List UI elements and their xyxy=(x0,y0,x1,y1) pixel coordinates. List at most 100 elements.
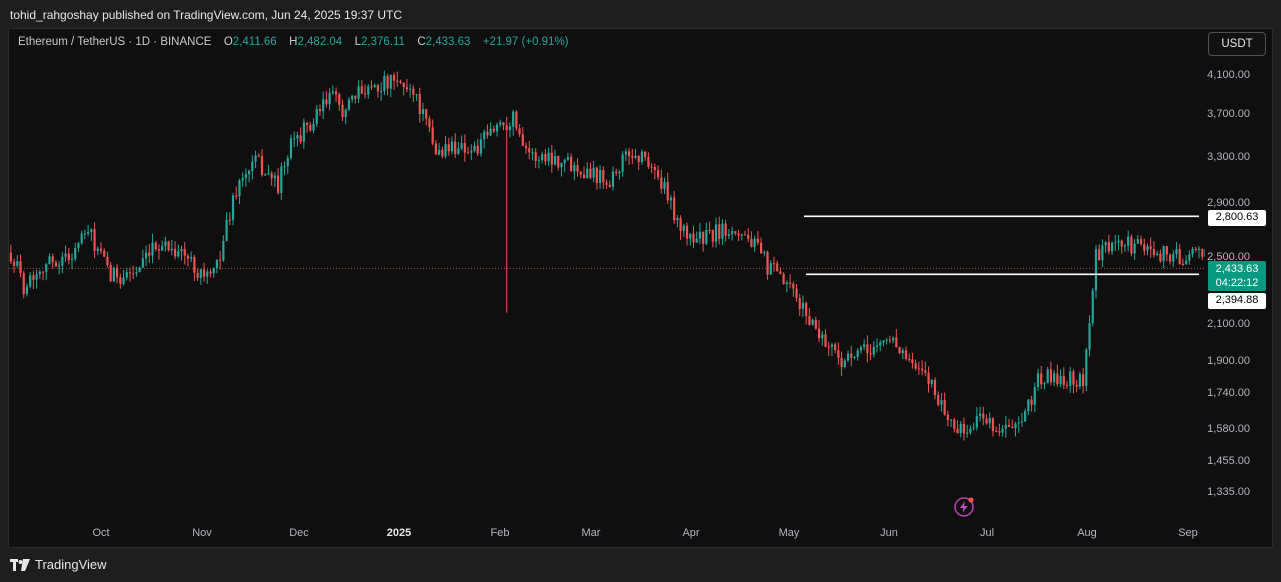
candle-body xyxy=(1107,242,1110,252)
candle xyxy=(782,272,785,285)
price-axis-label: 1,455.00 xyxy=(1207,455,1250,467)
candle xyxy=(48,253,51,265)
candle xyxy=(90,228,93,242)
candle-body xyxy=(299,135,302,142)
candle-body xyxy=(1091,290,1094,324)
candle-body xyxy=(982,413,985,419)
candle xyxy=(1168,253,1172,265)
candlestick-chart[interactable] xyxy=(9,60,1205,520)
candle xyxy=(463,134,466,162)
candle-body xyxy=(296,135,299,139)
candle-body xyxy=(718,224,721,239)
time-axis-label: Mar xyxy=(581,527,601,539)
candle-body xyxy=(856,350,859,357)
symbol-title[interactable]: Ethereum / TetherUS · 1D · BINANCE xyxy=(18,36,212,48)
candle-body xyxy=(228,219,231,221)
price-axis-label: 1,900.00 xyxy=(1207,355,1250,367)
candle-body xyxy=(492,128,495,132)
candle xyxy=(29,272,32,289)
candle-body xyxy=(776,263,779,272)
candle-body xyxy=(16,261,19,266)
candle xyxy=(834,342,837,354)
candle-body xyxy=(251,161,254,171)
candle xyxy=(1152,241,1156,258)
candle-body xyxy=(579,171,582,175)
lightning-icon[interactable] xyxy=(953,496,975,518)
candle xyxy=(277,168,280,195)
candle xyxy=(1159,249,1162,263)
candle xyxy=(360,80,363,95)
candle xyxy=(228,212,231,226)
candle xyxy=(186,253,190,267)
candle-body xyxy=(1062,376,1065,386)
candle xyxy=(908,353,911,363)
candle-body xyxy=(608,184,611,187)
candle xyxy=(756,231,759,246)
chart-frame[interactable] xyxy=(8,28,1273,548)
candle-body xyxy=(1178,249,1181,264)
candle-body xyxy=(872,347,875,355)
candle xyxy=(904,346,908,361)
candle xyxy=(978,406,982,422)
candle-body xyxy=(48,256,51,265)
candle-body xyxy=(431,127,434,144)
candle xyxy=(341,99,344,122)
candle-body xyxy=(827,346,830,348)
candle-body xyxy=(769,263,772,275)
candle xyxy=(415,93,418,101)
candle-body xyxy=(1168,254,1172,262)
candle-body xyxy=(1078,374,1081,387)
candle xyxy=(995,426,998,433)
candle xyxy=(99,242,103,254)
candle-body xyxy=(779,271,782,274)
candle xyxy=(714,217,718,248)
candle-body xyxy=(1204,249,1205,257)
candle xyxy=(299,127,302,144)
candle xyxy=(409,83,412,98)
candle xyxy=(879,339,882,352)
candle xyxy=(1030,395,1033,412)
candle xyxy=(402,82,405,96)
candle-body xyxy=(51,256,54,263)
candle xyxy=(869,344,872,361)
candle-body xyxy=(312,123,315,131)
candle xyxy=(682,223,685,237)
candle-body xyxy=(74,247,77,259)
candle-body xyxy=(99,248,103,251)
candle xyxy=(141,249,144,268)
candle xyxy=(212,267,215,278)
candle xyxy=(87,224,90,237)
candle-body xyxy=(1123,245,1127,247)
candle xyxy=(743,230,747,236)
candle-body xyxy=(830,344,834,347)
candle xyxy=(1085,347,1088,392)
candle xyxy=(257,153,260,158)
candle xyxy=(837,342,840,365)
candle-body xyxy=(663,182,666,189)
candle-body xyxy=(135,272,138,274)
candle-body xyxy=(888,339,891,341)
candle xyxy=(1194,246,1197,253)
candle-body xyxy=(193,257,196,273)
candle xyxy=(541,151,544,164)
candle xyxy=(138,266,141,273)
low-label: L xyxy=(354,36,362,48)
candle xyxy=(344,108,347,125)
candle-body xyxy=(637,155,640,163)
candle xyxy=(808,308,811,326)
tradingview-brand[interactable]: TradingView xyxy=(10,557,107,572)
candle-body xyxy=(383,76,386,92)
candle xyxy=(116,264,119,284)
currency-button[interactable]: USDT xyxy=(1208,32,1266,56)
candle xyxy=(25,283,29,297)
candle-body xyxy=(850,353,853,358)
time-axis-label: Sep xyxy=(1178,527,1198,539)
candle xyxy=(431,119,434,146)
candle xyxy=(711,229,714,248)
candle-body xyxy=(164,241,167,246)
candle-body xyxy=(463,143,466,153)
candle xyxy=(1117,234,1120,251)
candle xyxy=(734,230,737,236)
candle-body xyxy=(280,166,283,193)
candle-body xyxy=(45,264,48,272)
